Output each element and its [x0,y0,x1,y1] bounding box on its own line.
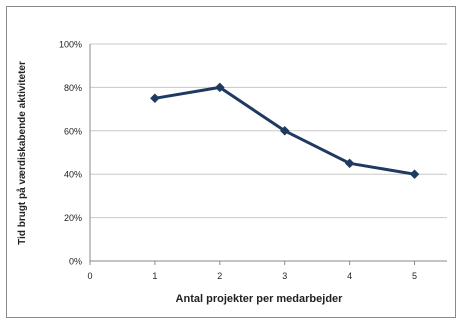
x-tick-label: 4 [347,271,352,281]
x-tick-label: 5 [412,271,417,281]
x-tick-labels: 0 1 2 3 4 5 [87,271,417,281]
data-point-marker [344,158,355,169]
y-tick-label: 40% [64,170,82,180]
y-tick-label: 100% [59,40,82,50]
data-point-marker [214,82,225,93]
x-tick-label: 1 [152,271,157,281]
y-tick-label: 20% [64,213,82,223]
gridlines [90,43,447,219]
x-axis-title: Antal projekter per medarbejder [176,293,344,305]
x-tick-label: 3 [282,271,287,281]
axes [89,44,447,265]
data-point-marker [279,125,290,136]
x-tick-label: 0 [87,271,92,281]
y-tick-label: 0% [69,257,82,267]
y-axis-title: Tid brugt på værdiskabende aktiviteter [16,61,28,245]
data-points [150,82,420,180]
line-chart: 0% 20% 40% 60% 80% 100% 0 1 2 3 4 5 Antal projekte… [16,40,447,305]
y-tick-labels: 0% 20% 40% 60% 80% 100% [59,40,82,267]
y-tick-label: 60% [64,126,82,136]
data-point-marker [150,93,160,104]
y-tick-label: 80% [64,83,82,93]
chart-frame: 0% 20% 40% 60% 80% 100% 0 1 2 3 4 5 Antal projekte… [6,6,456,318]
x-tick-label: 2 [217,271,222,281]
data-point-marker [409,169,420,180]
